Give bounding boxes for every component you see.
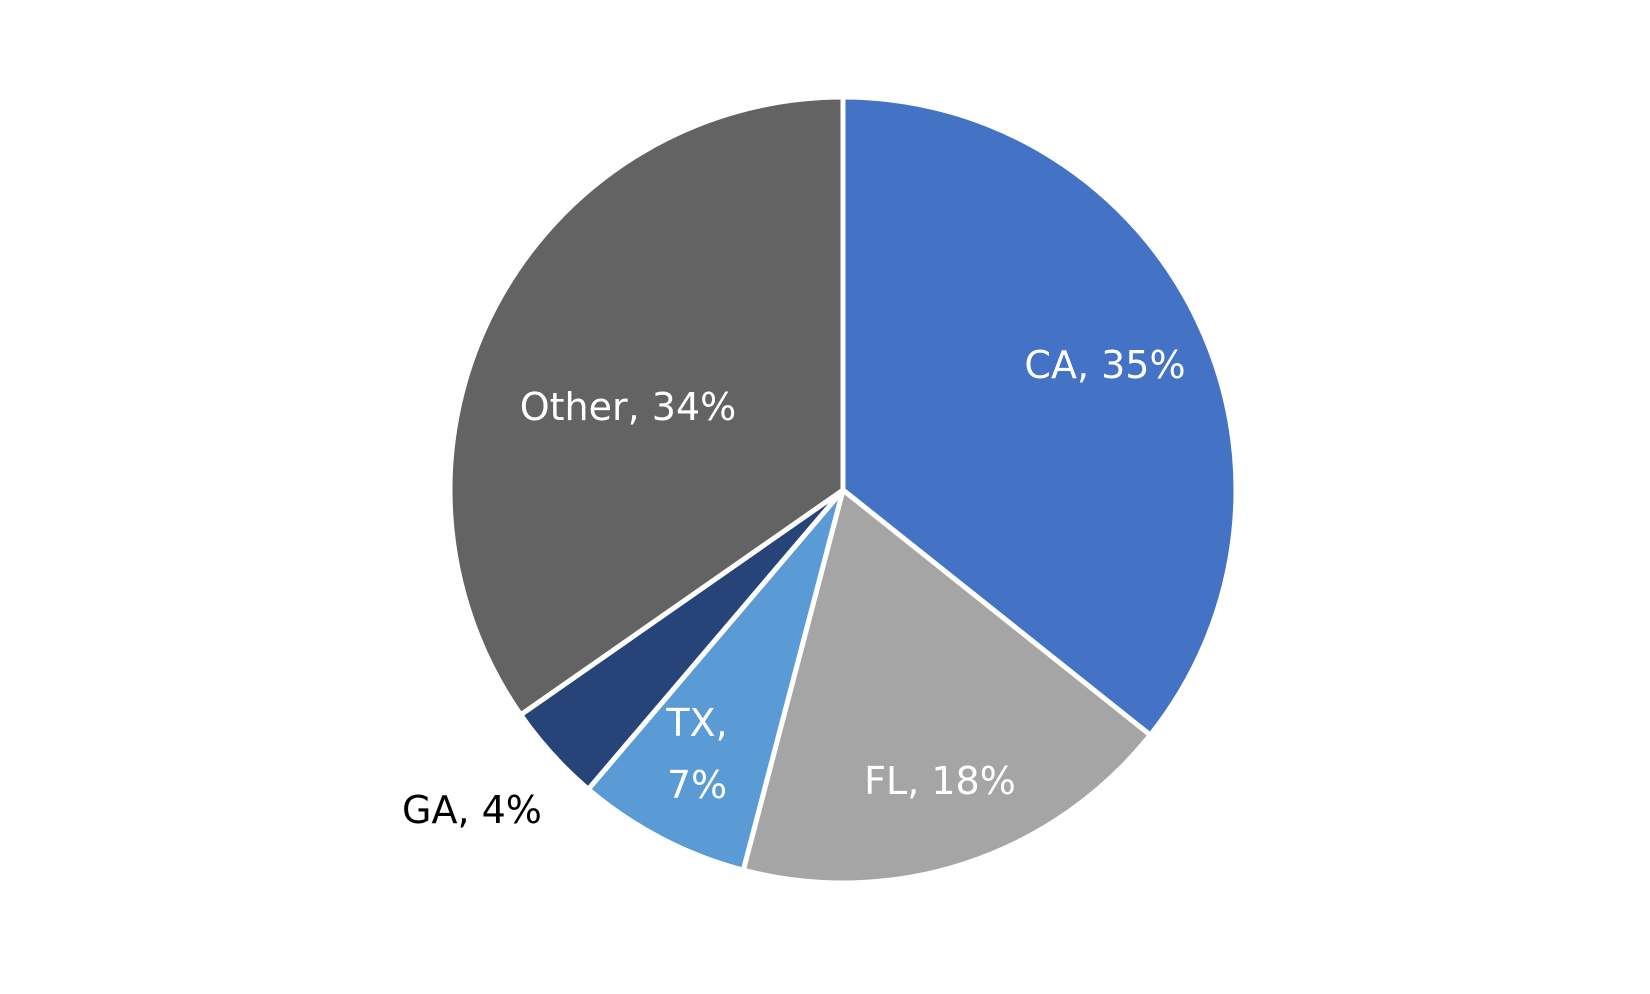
pie-slice-fl [740, 487, 1153, 886]
pie-slice-tx [585, 487, 846, 873]
data-label-fl: FL, 18% [864, 759, 1016, 803]
data-label-tx: TX, 7% [665, 701, 727, 807]
data-label-tx-line-1: TX, [665, 701, 727, 745]
data-label-other: Other, 34% [520, 385, 737, 429]
data-label-ca: CA, 35% [1024, 343, 1185, 387]
pie-slice-other [447, 94, 846, 718]
data-label-ga: GA, 4% [402, 788, 542, 832]
pie-slice-ca [840, 94, 1239, 738]
pie-slices [447, 94, 1239, 886]
data-label-tx-line-2: 7% [667, 763, 727, 807]
pie-data-labels: CA, 35% FL, 18% TX, 7% GA, 4% Other, 34% [402, 343, 1186, 832]
